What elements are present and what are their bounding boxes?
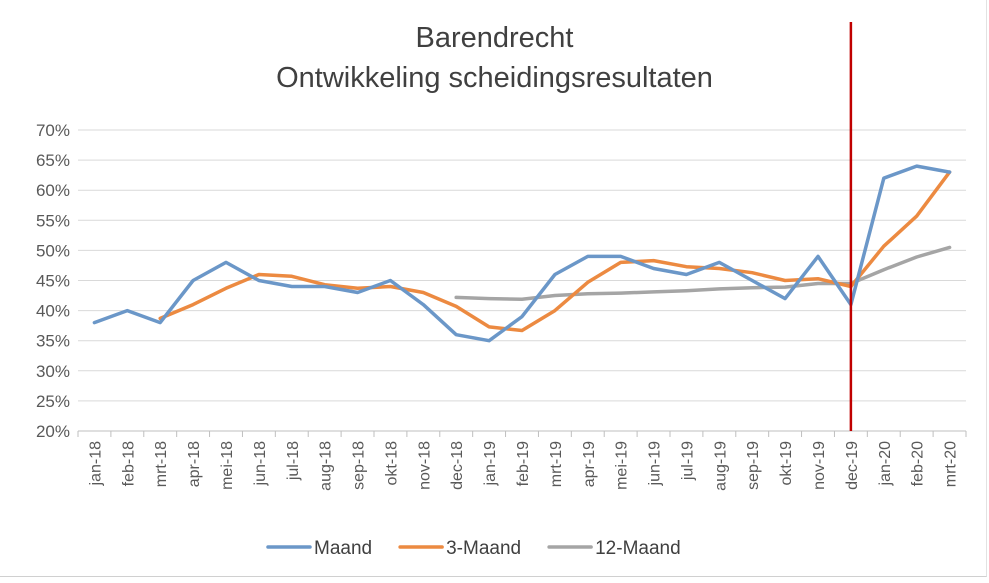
- y-tick-label: 60%: [36, 181, 70, 200]
- x-axis: jan-18 feb-18 mrt-18 apr-18 mei-18 jun-18 jul-…: [77, 431, 967, 491]
- x-tick-label: feb-19: [515, 441, 532, 486]
- y-tick-label: 25%: [36, 392, 70, 411]
- x-tick-label: jul-19: [679, 441, 696, 481]
- chart-title-line-2: Ontwikkeling scheidingsresultaten: [276, 62, 713, 94]
- x-tick-label: aug-19: [712, 441, 729, 491]
- series-line-maand: [92, 164, 952, 343]
- x-tick-label: jan-20: [877, 441, 894, 487]
- legend-label-maand: Maand: [314, 538, 372, 559]
- chart-title-line-1: Barendrecht: [415, 22, 574, 54]
- y-tick-label: 35%: [36, 332, 70, 351]
- legend-label-3-maand: 3-Maand: [446, 538, 521, 559]
- x-tick-label: aug-18: [318, 441, 335, 491]
- x-tick-label: nov-18: [416, 441, 433, 490]
- x-tick-label: mei-19: [614, 441, 631, 490]
- series-line-3-maand: [158, 170, 952, 333]
- series-lines: [92, 164, 952, 343]
- y-tick-label: 45%: [36, 272, 70, 291]
- gridlines: [78, 129, 966, 432]
- y-tick-label: 65%: [36, 151, 70, 170]
- x-tick-label: dec-18: [449, 441, 466, 490]
- y-tick-label: 30%: [36, 362, 70, 381]
- x-tick-label: mei-18: [219, 441, 236, 490]
- x-tick-label: mrt-18: [153, 441, 170, 487]
- x-tick-label: feb-20: [910, 441, 927, 486]
- x-tick-label: sep-19: [745, 441, 762, 490]
- y-tick-label: 20%: [36, 422, 70, 441]
- x-tick-label: jun-18: [252, 441, 269, 487]
- y-axis: 20% 25% 30% 35% 40% 45% 50% 55% 60% 65% 70%: [36, 121, 70, 441]
- y-tick-label: 50%: [36, 241, 70, 260]
- x-tick-label: mrt-20: [943, 441, 960, 487]
- x-tick-label: okt-19: [778, 441, 795, 486]
- x-tick-label: jan-19: [482, 441, 499, 487]
- y-tick-label: 70%: [36, 121, 70, 140]
- y-tick-label: 40%: [36, 302, 70, 321]
- legend-label-12-maand: 12-Maand: [595, 538, 681, 559]
- legend: Maand 3-Maand 12-Maand: [266, 538, 681, 559]
- x-tick-label: jul-18: [285, 441, 302, 481]
- x-tick-label: jan-18: [87, 441, 104, 487]
- x-tick-label: mrt-19: [548, 441, 565, 487]
- x-tick-label: okt-18: [383, 441, 400, 486]
- y-tick-label: 55%: [36, 211, 70, 230]
- x-tick-label: apr-18: [186, 441, 203, 487]
- x-tick-label: dec-19: [844, 441, 861, 490]
- x-tick-label: jun-19: [647, 441, 664, 487]
- x-tick-label: sep-18: [351, 441, 368, 490]
- x-tick-label: nov-19: [811, 441, 828, 490]
- x-tick-label: apr-19: [581, 441, 598, 487]
- x-tick-label: feb-18: [120, 441, 137, 486]
